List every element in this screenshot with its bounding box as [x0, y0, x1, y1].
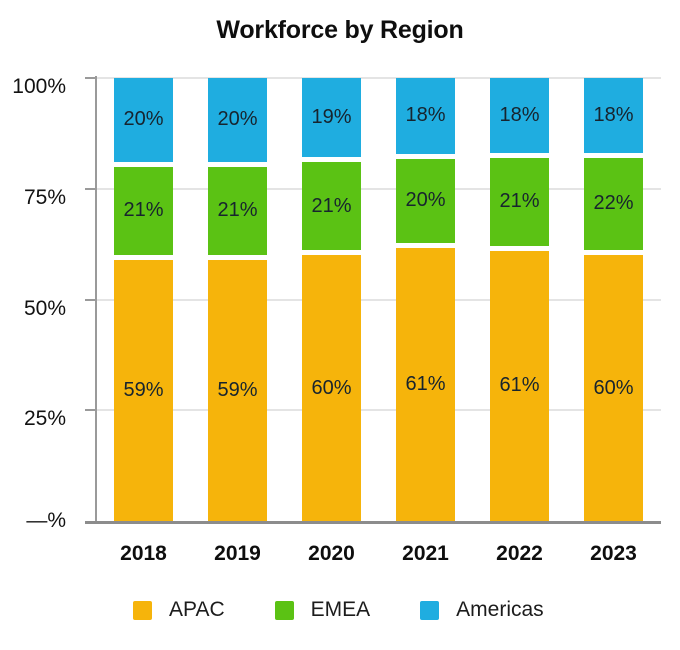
y-axis-label-25: 25% — [23, 407, 66, 431]
gridline-100 — [96, 77, 661, 79]
bar-segment-americas-2018: 20% — [114, 78, 173, 167]
segment-value-label: 22% — [593, 192, 634, 215]
y-axis-label-50: 50% — [23, 296, 66, 320]
segment-value-label: 19% — [311, 106, 352, 129]
bar-segment-apac-2022: 61% — [490, 250, 549, 521]
bar-2019: 20% 21% 59% — [208, 78, 267, 521]
bar-segment-americas-2022: 18% — [490, 78, 549, 158]
legend-item-americas: Americas — [420, 598, 544, 622]
bar-2018: 20% 21% 59% — [114, 78, 173, 521]
segment-value-label: 21% — [217, 199, 258, 222]
y-axis-line — [95, 76, 97, 524]
legend-swatch-emea — [274, 600, 294, 620]
bar-segment-apac-2023: 60% — [584, 255, 643, 521]
bar-segment-americas-2019: 20% — [208, 78, 267, 167]
bar-segment-apac-2018: 59% — [114, 259, 173, 521]
y-axis-label-75: 75% — [23, 185, 66, 209]
legend-swatch-americas — [420, 600, 440, 620]
segment-value-label: 18% — [593, 103, 634, 126]
y-tick-25 — [85, 409, 96, 412]
bar-segment-apac-2020: 60% — [302, 255, 361, 521]
legend-label-apac: APAC — [169, 598, 225, 621]
x-axis-label-2021: 2021 — [402, 542, 449, 565]
y-tick-50 — [85, 298, 96, 301]
segment-value-label: 59% — [217, 378, 258, 401]
segment-value-label: 21% — [123, 199, 164, 222]
bar-2020: 19% 21% 60% — [302, 78, 361, 521]
bar-segment-apac-2021: 61% — [396, 248, 455, 521]
legend-swatch-apac — [133, 600, 152, 620]
legend: APAC EMEA Americas — [133, 598, 544, 622]
segment-value-label: 59% — [123, 378, 164, 401]
bar-segment-americas-2023: 18% — [584, 78, 643, 158]
x-axis-label-2022: 2022 — [496, 542, 543, 565]
segment-value-label: 60% — [311, 376, 352, 399]
y-axis-label-100: 100% — [12, 75, 66, 98]
bar-segment-emea-2022: 21% — [490, 157, 549, 251]
bar-2021: 18% 20% 61% — [396, 78, 455, 521]
segment-value-label: 20% — [217, 108, 258, 131]
bar-2022: 18% 21% 61% — [490, 78, 549, 521]
legend-item-emea: EMEA — [274, 598, 371, 622]
y-tick-75 — [85, 187, 96, 190]
segment-value-label: 18% — [499, 103, 540, 126]
bar-segment-emea-2021: 20% — [396, 158, 455, 249]
segment-value-label: 61% — [405, 372, 446, 395]
chart-title: Workforce by Region — [216, 16, 464, 44]
bar-segment-americas-2021: 18% — [396, 78, 455, 159]
segment-value-label: 18% — [405, 104, 446, 127]
x-axis-label-2019: 2019 — [214, 542, 261, 565]
segment-value-label: 20% — [405, 189, 446, 212]
bar-segment-emea-2023: 22% — [584, 157, 643, 256]
x-axis-label-2023: 2023 — [590, 542, 637, 565]
legend-label-americas: Americas — [456, 598, 544, 621]
bar-segment-apac-2019: 59% — [208, 259, 267, 521]
gridline-50 — [96, 298, 661, 301]
x-axis-label-2018: 2018 — [120, 542, 167, 565]
bar-2023: 18% 22% 60% — [584, 78, 643, 521]
y-tick-100 — [85, 77, 96, 79]
segment-value-label: 60% — [593, 376, 634, 399]
segment-value-label: 20% — [123, 108, 164, 131]
legend-item-apac: APAC — [133, 598, 225, 622]
bar-segment-americas-2020: 19% — [302, 78, 361, 163]
bar-segment-emea-2020: 21% — [302, 162, 361, 256]
y-axis-label-0: —% — [26, 509, 66, 532]
bar-segment-emea-2018: 21% — [114, 166, 173, 260]
gridline-25 — [96, 409, 661, 412]
gridline-75 — [96, 187, 661, 190]
bar-segment-emea-2019: 21% — [208, 166, 267, 260]
segment-value-label: 61% — [499, 374, 540, 397]
segment-value-label: 21% — [311, 194, 352, 217]
x-axis-label-2020: 2020 — [308, 542, 355, 565]
legend-label-emea: EMEA — [310, 598, 371, 621]
x-axis-line — [85, 521, 661, 524]
segment-value-label: 21% — [499, 190, 540, 213]
